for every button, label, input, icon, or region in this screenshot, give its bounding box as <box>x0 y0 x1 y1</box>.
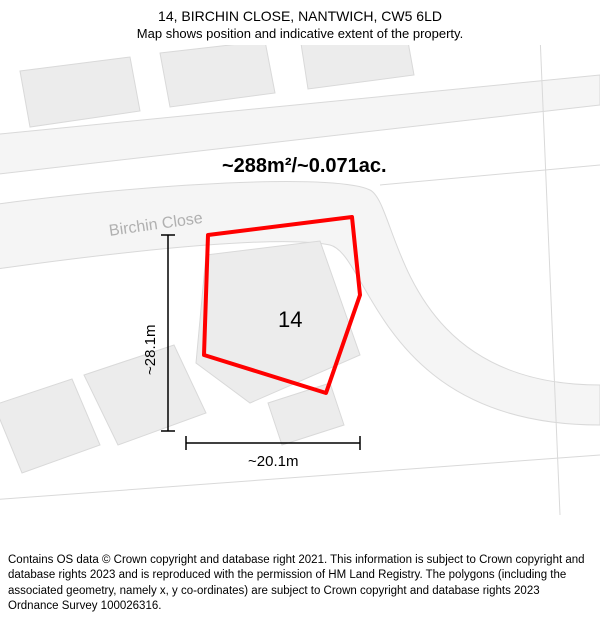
map-container: ~288m²/~0.071ac. Birchin Close 14 ~28.1m… <box>0 45 600 547</box>
page-subtitle: Map shows position and indicative extent… <box>10 26 590 41</box>
page: 14, BIRCHIN CLOSE, NANTWICH, CW5 6LD Map… <box>0 0 600 625</box>
dimension-horizontal-label: ~20.1m <box>248 453 298 470</box>
copyright-footer: Contains OS data © Crown copyright and d… <box>0 547 600 625</box>
header: 14, BIRCHIN CLOSE, NANTWICH, CW5 6LD Map… <box>0 0 600 45</box>
area-label: ~288m²/~0.071ac. <box>222 155 387 178</box>
page-title: 14, BIRCHIN CLOSE, NANTWICH, CW5 6LD <box>10 8 590 24</box>
plot-number-label: 14 <box>278 307 302 333</box>
map-svg <box>0 45 600 525</box>
dimension-vertical-label: ~28.1m <box>142 325 159 375</box>
